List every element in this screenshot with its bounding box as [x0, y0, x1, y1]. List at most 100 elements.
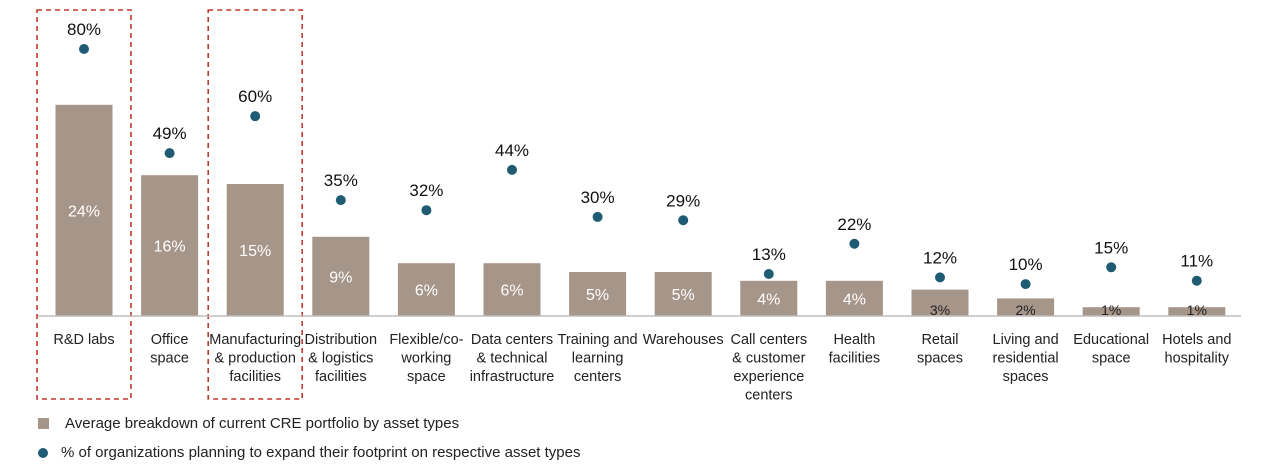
- category-label-line: spaces: [1003, 369, 1049, 385]
- category-label: Data centers & technical infrastructure: [470, 332, 555, 385]
- category-label-line: facilities: [229, 369, 281, 385]
- dot: [79, 44, 89, 54]
- category-label-line: experience: [733, 369, 804, 385]
- category-label-line: learning: [572, 351, 624, 367]
- category-label: Educational space: [1073, 332, 1149, 367]
- category-label-line: Data centers: [471, 332, 553, 348]
- bar-label: 24%: [68, 203, 100, 220]
- bar: [997, 298, 1055, 316]
- dot-label: 15%: [1094, 238, 1128, 257]
- legend-label-dots: % of organizations planning to expand th…: [61, 444, 581, 461]
- category-label: R&D labs: [53, 332, 114, 348]
- dot-label: 60%: [238, 87, 272, 106]
- category-label-line: facilities: [315, 369, 367, 385]
- category-label: Health facilities: [829, 332, 881, 367]
- bar-labels: 24% 16% 15% 9% 6% 6% 5% 5% 4% 4% 3% 2% 1% 1%: [68, 203, 1207, 318]
- bar: [1168, 307, 1226, 316]
- category-label-line: centers: [574, 369, 622, 385]
- category-label-line: hospitality: [1165, 351, 1230, 367]
- category-label-line: Training and: [558, 332, 638, 348]
- category-label-line: residential: [993, 351, 1059, 367]
- bar: [55, 104, 113, 316]
- legend-item-bars: Average breakdown of current CRE portfol…: [38, 415, 459, 432]
- dot: [507, 164, 517, 175]
- bar-label: 16%: [154, 239, 186, 256]
- dot: [1191, 275, 1202, 286]
- category-label: Hotels and hospitality: [1162, 332, 1231, 367]
- dot-label: 49%: [153, 124, 187, 143]
- bars: [55, 104, 1226, 316]
- category-label-line: & technical: [477, 351, 548, 367]
- category-label: Retail spaces: [917, 332, 963, 367]
- bar-label: 4%: [843, 291, 866, 308]
- highlight-boxes: [36, 9, 303, 400]
- category-label-line: & customer: [732, 351, 805, 367]
- dot: [849, 238, 860, 249]
- category-label-line: facilities: [829, 351, 881, 367]
- category-label-line: Retail: [921, 332, 958, 348]
- bar-label: 2%: [1015, 302, 1035, 318]
- category-label: Distribution & logistics facilities: [305, 332, 378, 385]
- dot-label: 30%: [581, 188, 615, 207]
- category-label: Call centers & customer experience centers: [731, 332, 808, 404]
- highlight-box: [36, 9, 132, 400]
- bar: [226, 184, 284, 316]
- dot-label: 11%: [1180, 252, 1213, 271]
- bar: [740, 280, 798, 316]
- bar-label: 3%: [930, 302, 950, 318]
- category-label-line: infrastructure: [470, 369, 555, 385]
- dot-labels: 80% 49% 60% 35% 32% 44% 30% 29% 13% 22% 12% 10% 15% 1…: [67, 20, 1213, 274]
- category-label-line: Call centers: [731, 332, 808, 348]
- category-label-line: centers: [745, 388, 793, 404]
- legend-label-bars: Average breakdown of current CRE portfol…: [65, 415, 460, 432]
- bar-label: 6%: [415, 283, 438, 300]
- dot: [335, 195, 346, 206]
- dot-label: 35%: [324, 171, 358, 190]
- dot-label: 80%: [67, 20, 101, 39]
- dot: [592, 211, 603, 222]
- bar-label: 4%: [757, 291, 780, 308]
- legend-swatch-dot: [38, 447, 48, 458]
- bar: [312, 236, 370, 316]
- dot-label: 13%: [752, 245, 786, 264]
- category-label: Flexible/co-working space: [389, 332, 463, 385]
- dot: [935, 272, 945, 283]
- category-label-line: Office: [151, 332, 189, 348]
- category-label-line: space: [407, 369, 446, 385]
- category-label-line: Manufacturing: [209, 332, 301, 348]
- bar: [1082, 307, 1140, 316]
- category-label-line: Flexible/co-: [389, 332, 463, 348]
- dot-label: 22%: [837, 215, 871, 234]
- category-label: Warehouses: [643, 332, 724, 348]
- dot: [1106, 262, 1117, 273]
- dot: [678, 215, 689, 226]
- category-label-line: Living and: [993, 332, 1059, 348]
- bar-label: 1%: [1187, 302, 1207, 318]
- bar: [911, 289, 969, 316]
- legend-swatch-bar: [38, 418, 49, 429]
- dot-label: 29%: [666, 191, 700, 210]
- category-label-line: working: [400, 351, 451, 367]
- dot-label: 32%: [409, 181, 443, 200]
- bar-label: 5%: [586, 287, 609, 304]
- dot-label: 12%: [923, 248, 957, 267]
- dots: [79, 44, 1202, 290]
- bar-label: 6%: [500, 283, 523, 300]
- category-label-line: R&D labs: [53, 332, 114, 348]
- bar: [569, 272, 627, 316]
- bar-label: 9%: [329, 269, 352, 286]
- category-label-line: space: [150, 351, 189, 367]
- bar: [654, 272, 712, 316]
- category-label-line: spaces: [917, 351, 963, 367]
- dot: [763, 269, 774, 279]
- highlight-box: [207, 9, 303, 400]
- bar-label: 15%: [239, 243, 271, 260]
- bar-label: 1%: [1101, 302, 1121, 318]
- bar: [397, 263, 455, 316]
- dot: [1020, 279, 1031, 290]
- category-label-line: space: [1092, 351, 1131, 367]
- dot-label: 10%: [1009, 255, 1043, 274]
- category-label: Living and residential spaces: [993, 332, 1059, 385]
- category-label-line: Warehouses: [643, 332, 724, 348]
